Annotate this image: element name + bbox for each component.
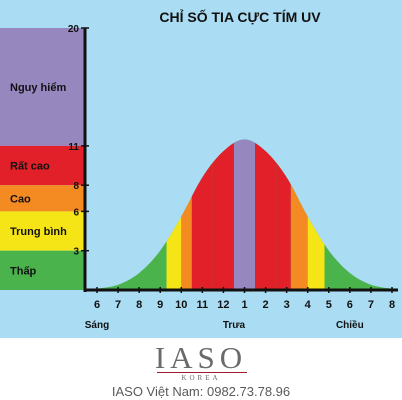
level-band-rat-cao	[0, 145, 84, 186]
y-tick-label-3: 3	[73, 247, 79, 258]
x-tick-label-14: 8	[389, 299, 395, 311]
x-tick-label-13: 7	[368, 299, 374, 311]
level-label-trung-binh: Trung bình	[10, 226, 67, 238]
level-label-rat-cao: Rất cao	[10, 161, 50, 173]
uv-curve-bands	[153, 139, 340, 290]
uv-curve-band-7	[276, 139, 291, 290]
time-label-chieu: Chiều	[336, 319, 364, 331]
y-tick-label-8: 8	[73, 181, 79, 192]
y-tick-label-20: 20	[68, 24, 80, 35]
uv-chart-area: Nguy hiểm Rất cao Cao Trung bình Thấp 3 6 8 11 2…	[0, 0, 402, 338]
y-tick-label-6: 6	[73, 207, 79, 218]
uv-curve-band-4	[212, 139, 234, 290]
uv-curve-band-8	[290, 139, 308, 290]
uv-curve-band-9	[307, 139, 325, 290]
y-tick-label-11: 11	[68, 142, 79, 153]
x-tick-label-11: 5	[326, 299, 332, 311]
x-tick-label-5: 11	[197, 299, 209, 311]
uv-curve-band-5	[233, 139, 256, 290]
time-label-sang: Sáng	[85, 320, 109, 331]
uv-curve-band-3	[191, 139, 213, 290]
level-label-nguy-hiem: Nguy hiểm	[10, 82, 66, 94]
level-band-cao	[0, 185, 84, 212]
level-band-trung-binh	[0, 211, 84, 251]
brand-logo-subtitle: KOREA	[181, 374, 221, 382]
x-tick-label-9: 3	[284, 299, 290, 311]
x-tick-label-4: 10	[175, 299, 187, 311]
level-label-cao: Cao	[10, 193, 31, 205]
logo-divider	[157, 372, 247, 373]
contact-text: IASO Việt Nam: 0982.73.78.96	[111, 384, 291, 399]
x-tick-label-7: 1	[241, 299, 247, 311]
x-tick-label-6: 12	[217, 299, 229, 311]
uv-curve-band-0	[153, 139, 167, 290]
chart-title: CHỈ SỐ TIA CỰC TÍM UV	[159, 8, 321, 25]
uv-curve-band-2	[181, 139, 192, 290]
footer: IASO KOREA IASO Việt Nam: 0982.73.78.96	[0, 338, 402, 400]
level-band-nguy-hiem	[0, 28, 84, 146]
time-label-trua: Trưa	[223, 320, 246, 331]
level-label-thap: Thấp	[10, 265, 37, 277]
x-tick-label-2: 8	[136, 299, 142, 311]
brand-logo: IASO	[154, 340, 248, 375]
x-tick-label-12: 6	[347, 299, 353, 311]
uv-curve-band-1	[166, 139, 182, 290]
uv-curve-band-10	[324, 139, 340, 290]
x-tick-label-3: 9	[157, 299, 163, 311]
uv-curve-band-6	[255, 139, 277, 290]
x-tick-label-10: 4	[305, 299, 312, 311]
x-tick-label-1: 7	[115, 299, 121, 311]
x-tick-label-0: 6	[94, 299, 100, 311]
level-band-thap	[0, 250, 84, 290]
x-tick-label-8: 2	[263, 299, 269, 311]
